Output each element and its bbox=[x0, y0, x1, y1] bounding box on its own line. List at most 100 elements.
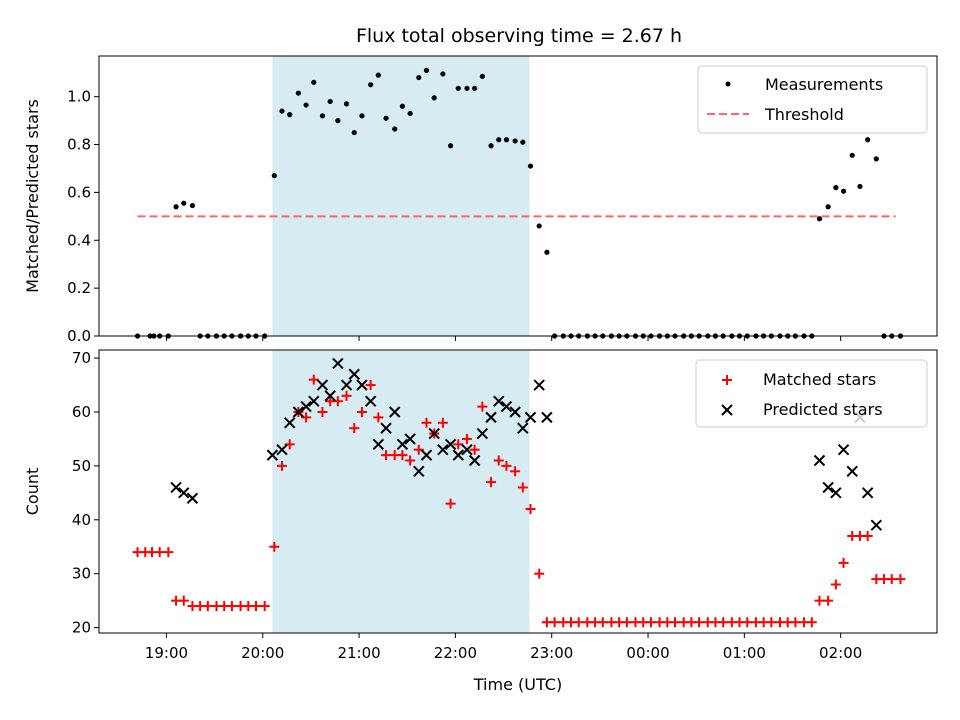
matched-star-point bbox=[814, 595, 825, 606]
matched-star-point bbox=[645, 617, 656, 628]
matched-star-point bbox=[251, 601, 262, 612]
y-tick-label: 50 bbox=[72, 457, 91, 475]
measurement-point bbox=[488, 143, 494, 149]
y-tick-label: 0.6 bbox=[67, 183, 91, 201]
matched-star-point bbox=[421, 417, 432, 428]
predicted-star-point bbox=[461, 444, 473, 456]
y-tick-label: 1.0 bbox=[67, 88, 91, 106]
measurement-point bbox=[279, 108, 285, 114]
count-x-ticks: 19:00 20:00 21:00 22:00 23:00 00:00 01:00 02:00 bbox=[145, 633, 862, 662]
measurement-point bbox=[271, 173, 277, 179]
measurements-series bbox=[134, 67, 903, 339]
predicted-star-point bbox=[420, 449, 433, 461]
predicted-star-point bbox=[332, 357, 344, 370]
matched-star-point bbox=[308, 374, 319, 385]
predicted-star-point bbox=[348, 368, 360, 380]
measurement-point bbox=[335, 118, 341, 124]
count-panel: 20 30 40 50 60 70 19:00 20:00 21:00 22:00 23:00 00… bbox=[23, 349, 938, 694]
measurement-point bbox=[359, 113, 365, 119]
y-tick-label: 0.4 bbox=[67, 231, 91, 249]
matched-star-point bbox=[573, 617, 584, 628]
predicted-star-point bbox=[533, 379, 545, 391]
matched-star-point bbox=[886, 574, 897, 585]
y-tick-label: 60 bbox=[72, 403, 91, 421]
matched-star-point bbox=[510, 466, 521, 477]
matched-star-point bbox=[534, 568, 545, 579]
ratio-y-ticks: 0.0 0.2 0.4 0.6 0.8 1.0 bbox=[67, 88, 99, 345]
predicted-star-point bbox=[861, 487, 874, 499]
matched-star-point bbox=[277, 460, 288, 471]
predicted-star-point bbox=[830, 487, 842, 499]
measurement-point bbox=[383, 115, 389, 121]
predicted-star-point bbox=[500, 400, 513, 413]
y-tick-label: 20 bbox=[72, 619, 91, 637]
ratio-panel: 0.0 0.2 0.4 0.6 0.8 1.0 Matched/Predicted sta… bbox=[23, 55, 938, 345]
x-tick-label: 22:00 bbox=[434, 644, 477, 662]
x-tick-label: 20:00 bbox=[241, 644, 284, 662]
predicted-star-point bbox=[452, 449, 464, 461]
measurement-point bbox=[189, 202, 196, 209]
matched-star-point bbox=[895, 574, 906, 585]
matched-star-point bbox=[806, 617, 817, 628]
measurement-point bbox=[311, 79, 317, 85]
measurement-point bbox=[464, 85, 470, 91]
ratio-y-axis-label: Matched/Predicted stars bbox=[23, 99, 42, 293]
predicted-stars-series bbox=[170, 357, 883, 531]
predicted-star-point bbox=[493, 395, 505, 407]
matched-star-point bbox=[259, 601, 270, 612]
matched-star-point bbox=[694, 617, 705, 628]
measurement-point bbox=[496, 137, 502, 143]
predicted-star-point bbox=[846, 465, 858, 477]
matched-star-point bbox=[823, 595, 834, 606]
measurement-point bbox=[295, 90, 301, 96]
x-axis-label: Time (UTC) bbox=[473, 675, 562, 694]
measurement-point bbox=[368, 82, 374, 88]
matched-star-point bbox=[862, 530, 873, 541]
predicted-star-point bbox=[413, 465, 425, 477]
measurement-point bbox=[423, 67, 430, 73]
matched-star-point bbox=[493, 455, 504, 466]
y-tick-label: 40 bbox=[72, 511, 91, 529]
y-tick-label: 0.8 bbox=[67, 136, 91, 154]
matched-star-point bbox=[830, 579, 841, 590]
predicted-star-point bbox=[524, 411, 537, 424]
count-y-axis-label: Count bbox=[23, 468, 42, 516]
matched-star-point bbox=[405, 455, 416, 466]
measurement-point bbox=[503, 137, 510, 143]
observing-window-highlight bbox=[272, 56, 530, 336]
y-tick-label: 0.0 bbox=[67, 327, 91, 345]
matched-star-point bbox=[178, 595, 189, 606]
measurement-point bbox=[375, 72, 381, 78]
measurement-point bbox=[849, 152, 855, 158]
predicted-star-point bbox=[324, 390, 336, 402]
x-tick-label: 02:00 bbox=[819, 644, 862, 662]
predicted-star-point bbox=[428, 427, 440, 440]
x-tick-label: 19:00 bbox=[145, 644, 188, 662]
matched-star-point bbox=[477, 401, 488, 412]
matched-star-point bbox=[341, 390, 352, 401]
predicted-star-point bbox=[284, 417, 296, 429]
predicted-star-point bbox=[485, 411, 497, 424]
chart-title: Flux total observing time = 2.67 h bbox=[356, 25, 682, 47]
predicted-star-point bbox=[389, 406, 401, 418]
matched-star-point bbox=[202, 601, 213, 612]
measurement-point bbox=[416, 74, 422, 81]
matched-star-point bbox=[838, 557, 849, 568]
ratio-x-ticks bbox=[165, 336, 842, 341]
measurement-point bbox=[840, 188, 847, 194]
matched-star-point bbox=[381, 450, 392, 461]
predicted-star-point bbox=[372, 438, 385, 451]
measurement-point bbox=[303, 102, 309, 108]
measurement-point bbox=[512, 138, 518, 144]
measurement-point bbox=[527, 163, 534, 169]
predicted-star-point bbox=[396, 438, 409, 451]
matched-star-point bbox=[486, 477, 497, 488]
matched-star-point bbox=[766, 617, 777, 628]
predicted-star-point bbox=[509, 406, 521, 418]
measurement-point bbox=[431, 95, 437, 101]
matched-star-point bbox=[397, 450, 408, 461]
matched-star-point bbox=[525, 504, 536, 515]
matched-star-point bbox=[365, 380, 376, 391]
x-tick-label: 21:00 bbox=[337, 644, 380, 662]
legend-measurements-label: Measurements bbox=[765, 75, 883, 94]
